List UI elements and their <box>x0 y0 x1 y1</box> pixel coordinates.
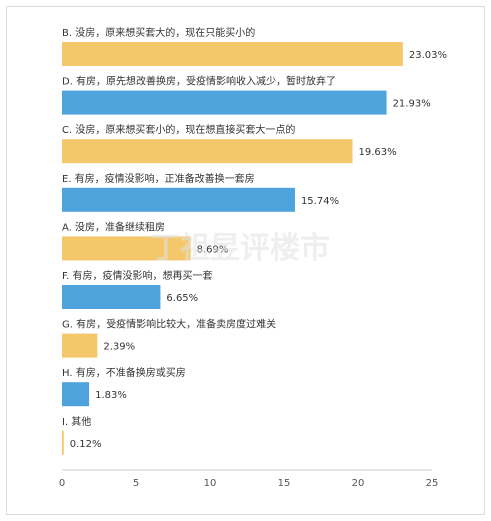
value-label: 21.93% <box>393 99 431 110</box>
watermark: 丁祖昱评楼市 <box>150 231 330 266</box>
x-tick-label: 20 <box>352 478 365 489</box>
category-label: B. 没房，原来想买套大的，现在只能买小的 <box>62 26 255 39</box>
value-label: 15.74% <box>301 196 339 207</box>
category-label: H. 有房，不准备换房或买房 <box>62 366 186 379</box>
category-label: A. 没房，准备继续租房 <box>62 220 165 233</box>
bars-layer: B. 没房，原来想买套大的，现在只能买小的 23.03% D. 有房，原先想改善换房… <box>62 26 447 455</box>
value-label: 1.83% <box>95 390 127 401</box>
bar <box>62 382 90 407</box>
x-tick-label: 25 <box>426 478 439 489</box>
x-tick-label: 15 <box>278 478 291 489</box>
bar <box>62 333 98 358</box>
x-axis: 0 5 10 15 20 25 <box>59 469 439 489</box>
value-label: 8.69% <box>197 244 229 255</box>
x-tick-label: 5 <box>133 478 139 489</box>
value-label: 19.63% <box>359 147 397 158</box>
category-label: E. 有房，疫情没影响，正准备改善换一套房 <box>62 172 255 185</box>
value-label: 0.12% <box>70 439 102 450</box>
x-tick-label: 0 <box>59 478 65 489</box>
bar <box>62 187 295 212</box>
category-label: D. 有房，原先想改善换房，受疫情影响收入减少，暂时放弃了 <box>62 75 336 88</box>
value-label: 2.39% <box>103 342 135 353</box>
category-label: G. 有房，受疫情影响比较大，准备卖房度过难关 <box>62 318 276 331</box>
bar <box>62 430 64 455</box>
x-tick-label: 10 <box>204 478 217 489</box>
category-label: C. 没房，原来想买套小的，现在想直接买套大一点的 <box>62 123 295 136</box>
bar <box>62 139 353 164</box>
bar <box>62 90 387 115</box>
value-label: 6.65% <box>166 293 198 304</box>
value-label: 23.03% <box>409 50 447 61</box>
bar <box>62 236 191 261</box>
category-label: I. 其他 <box>62 415 91 428</box>
category-label: F. 有房，疫情没影响，想再买一套 <box>62 269 213 282</box>
bar <box>62 42 403 66</box>
bar <box>62 285 161 309</box>
